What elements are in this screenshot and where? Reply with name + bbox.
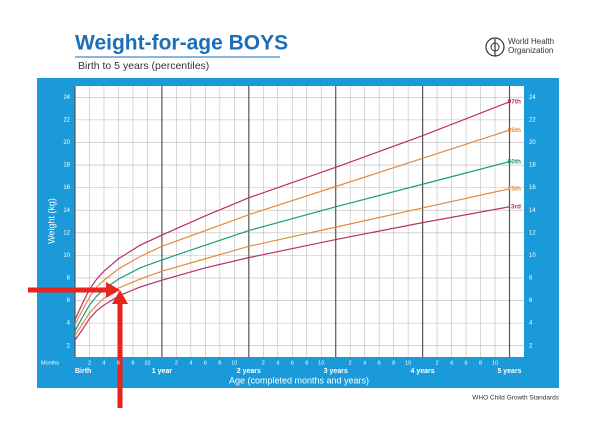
x-tick-label: 4 <box>102 360 105 366</box>
org-name: Organization <box>508 46 553 55</box>
x-tick-label: 8 <box>218 360 221 366</box>
source: WHO Child Growth Standards <box>472 395 559 402</box>
y-tick-label: 10 <box>63 253 70 259</box>
x-tick-label: 5 years <box>497 368 521 375</box>
y-tick-label: 8 <box>67 276 71 282</box>
chart-title: Weight-for-age BOYS <box>75 32 288 55</box>
y-tick-label: 12 <box>63 230 70 236</box>
y-tick-label: 4 <box>529 321 533 327</box>
y-tick-label: 4 <box>67 321 71 327</box>
y-tick-label: 24 <box>529 95 536 101</box>
months-label: Months <box>41 360 59 366</box>
x-tick-label: 8 <box>305 360 308 366</box>
y-tick-label: 12 <box>529 230 536 236</box>
y-tick-label: 6 <box>529 298 533 304</box>
x-tick-label: 4 <box>363 360 366 366</box>
y-tick-label: 16 <box>529 185 536 191</box>
x-tick-label: 6 <box>117 360 120 366</box>
x-tick-label: 2 <box>175 360 178 366</box>
y-tick-label: 22 <box>529 117 536 123</box>
x-tick-label: 4 years <box>411 368 435 375</box>
y-tick-label: 22 <box>63 117 70 123</box>
y-tick-label: 20 <box>529 140 536 146</box>
x-tick-label: 2 <box>436 360 439 366</box>
org-name: World Health <box>508 37 554 46</box>
x-tick-label: 6 <box>378 360 381 366</box>
percentile-line <box>74 129 510 325</box>
x-tick-label: 8 <box>392 360 395 366</box>
plot-area <box>75 86 524 357</box>
percentile-line <box>74 206 510 341</box>
x-tick-label: 2 years <box>237 368 261 375</box>
y-tick-label: 2 <box>67 343 71 349</box>
x-tick-label: 2 <box>262 360 265 366</box>
x-tick-label: 2 <box>349 360 352 366</box>
y-tick-label: 18 <box>529 163 536 169</box>
x-tick-label: 6 <box>204 360 207 366</box>
percentile-line <box>74 188 510 336</box>
y-tick-label: 14 <box>529 208 536 214</box>
x-tick-label: 8 <box>479 360 482 366</box>
chart-subtitle: Birth to 5 years (percentiles) <box>78 60 209 72</box>
x-tick-label: 6 <box>291 360 294 366</box>
y-tick-label: 6 <box>67 298 71 304</box>
percentile-line <box>74 161 510 332</box>
y-tick-label: 16 <box>63 185 70 191</box>
y-tick-label: 8 <box>529 276 533 282</box>
legend-label: 97th <box>508 99 521 106</box>
x-tick-label: 1 year <box>152 368 173 375</box>
x-tick-label: 6 <box>465 360 468 366</box>
x-tick-label: 8 <box>131 360 134 366</box>
legend-label: 85th <box>508 127 521 134</box>
legend-label: 50th <box>508 158 521 165</box>
x-tick-label: 10 <box>492 360 498 366</box>
legend-label: 3rd <box>511 204 521 211</box>
x-tick-label: Birth <box>75 368 91 375</box>
x-axis-label: Age (completed months and years) <box>229 375 369 385</box>
y-axis-label: Weight (kg) <box>46 198 56 244</box>
y-tick-label: 18 <box>63 163 70 169</box>
y-tick-label: 20 <box>63 140 70 146</box>
annotation-arrows <box>28 282 128 408</box>
x-tick-label: 10 <box>144 360 150 366</box>
who-logo <box>485 37 505 57</box>
x-tick-label: 2 <box>88 360 91 366</box>
y-tick-label: 2 <box>529 343 533 349</box>
x-tick-label: 3 years <box>324 368 348 375</box>
y-tick-label: 10 <box>529 253 536 259</box>
x-tick-label: 4 <box>276 360 279 366</box>
x-tick-label: 4 <box>189 360 192 366</box>
x-tick-label: 10 <box>318 360 324 366</box>
legend-label: 15th <box>508 185 521 192</box>
x-tick-label: 10 <box>231 360 237 366</box>
y-tick-label: 24 <box>63 95 70 101</box>
x-tick-label: 4 <box>450 360 453 366</box>
x-tick-label: 10 <box>405 360 411 366</box>
y-tick-label: 14 <box>63 208 70 214</box>
